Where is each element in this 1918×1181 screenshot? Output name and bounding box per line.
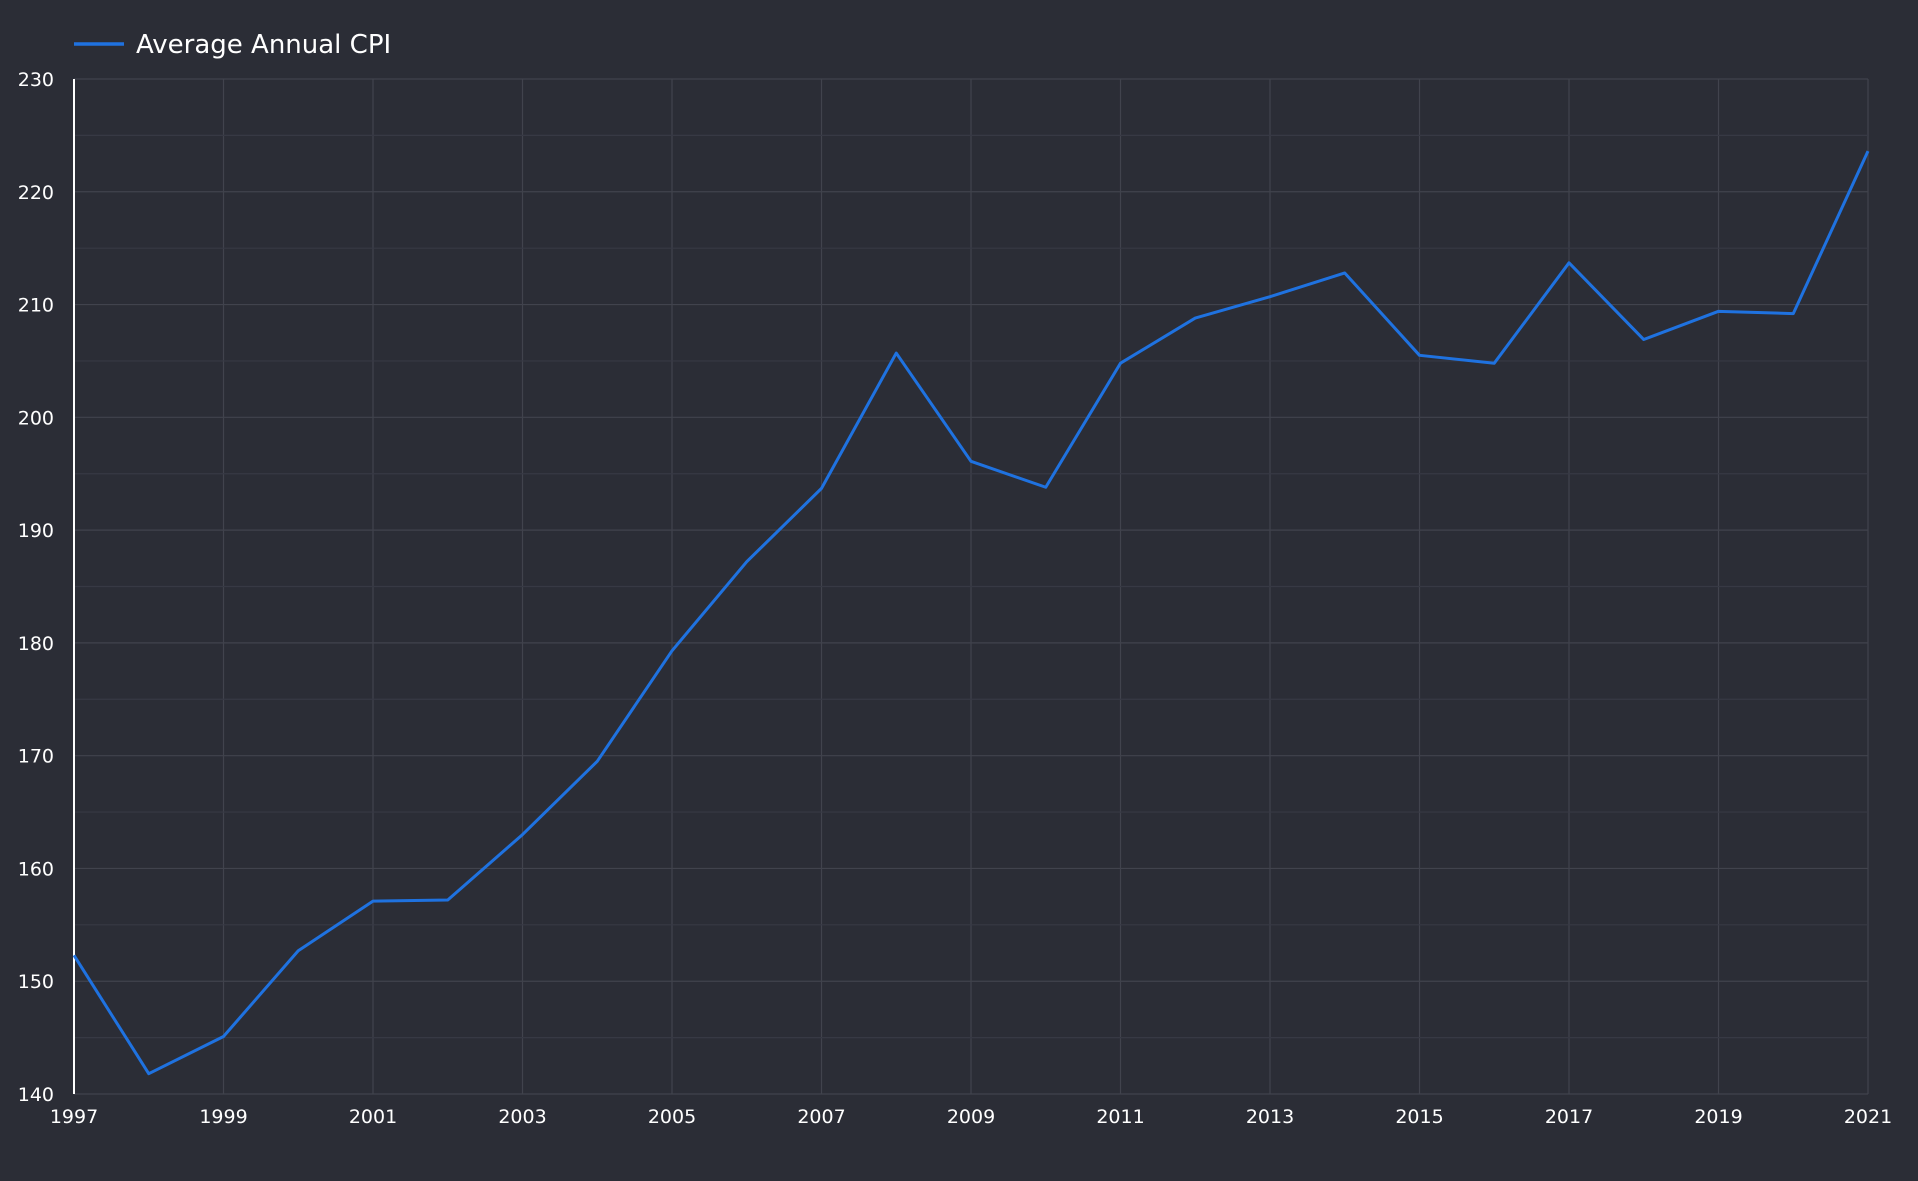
y-tick-label: 160 (18, 858, 54, 880)
x-tick-label: 2001 (349, 1106, 397, 1128)
x-tick-label: 2007 (797, 1106, 845, 1128)
tick-labels: 140 150 160 170 180 190 200 210 220 230 1997 1999 20… (18, 69, 1892, 1128)
y-tick-label: 230 (18, 69, 54, 91)
y-tick-label: 200 (18, 407, 54, 429)
legend[interactable]: Average Annual CPI (74, 30, 391, 60)
data-point (1866, 149, 1870, 153)
series (72, 149, 1870, 1076)
data-point (894, 351, 898, 355)
data-point (595, 759, 599, 763)
data-point (296, 949, 300, 953)
data-point (1791, 312, 1795, 316)
data-point (371, 899, 375, 903)
x-tick-label: 1999 (199, 1106, 247, 1128)
data-point (1717, 309, 1721, 313)
x-tick-label: 2009 (947, 1106, 995, 1128)
data-point (745, 560, 749, 564)
y-tick-label: 220 (18, 182, 54, 204)
x-tick-label: 2019 (1694, 1106, 1742, 1128)
data-point (1044, 485, 1048, 489)
data-point (1567, 261, 1571, 265)
y-tick-label: 150 (18, 971, 54, 993)
x-tick-label: 2011 (1096, 1106, 1144, 1128)
y-tick-label: 190 (18, 520, 54, 542)
data-point (1193, 316, 1197, 320)
x-tick-label: 2021 (1844, 1106, 1892, 1128)
data-point (670, 649, 674, 653)
series-line (72, 150, 1870, 1076)
x-tick-label: 2003 (498, 1106, 546, 1128)
y-tick-label: 210 (18, 295, 54, 317)
x-tick-label: 2015 (1395, 1106, 1443, 1128)
data-point (1418, 353, 1422, 357)
data-point (222, 1034, 226, 1038)
y-tick-label: 180 (18, 633, 54, 655)
data-point (969, 459, 973, 463)
data-point (1268, 295, 1272, 299)
data-point (1119, 361, 1123, 365)
data-point (820, 486, 824, 490)
data-point (521, 833, 525, 837)
data-point (72, 953, 76, 957)
x-tick-label: 2017 (1545, 1106, 1593, 1128)
data-point (1642, 338, 1646, 342)
x-tick-label: 2005 (648, 1106, 696, 1128)
y-tick-label: 170 (18, 746, 54, 768)
grid (73, 78, 1869, 1095)
data-point (1343, 271, 1347, 275)
x-tick-label: 1997 (50, 1106, 98, 1128)
data-point (446, 898, 450, 902)
x-tick-label: 2013 (1246, 1106, 1294, 1128)
data-point (1492, 361, 1496, 365)
data-point (147, 1072, 151, 1076)
legend-label: Average Annual CPI (136, 30, 391, 60)
y-tick-label: 140 (18, 1084, 54, 1106)
